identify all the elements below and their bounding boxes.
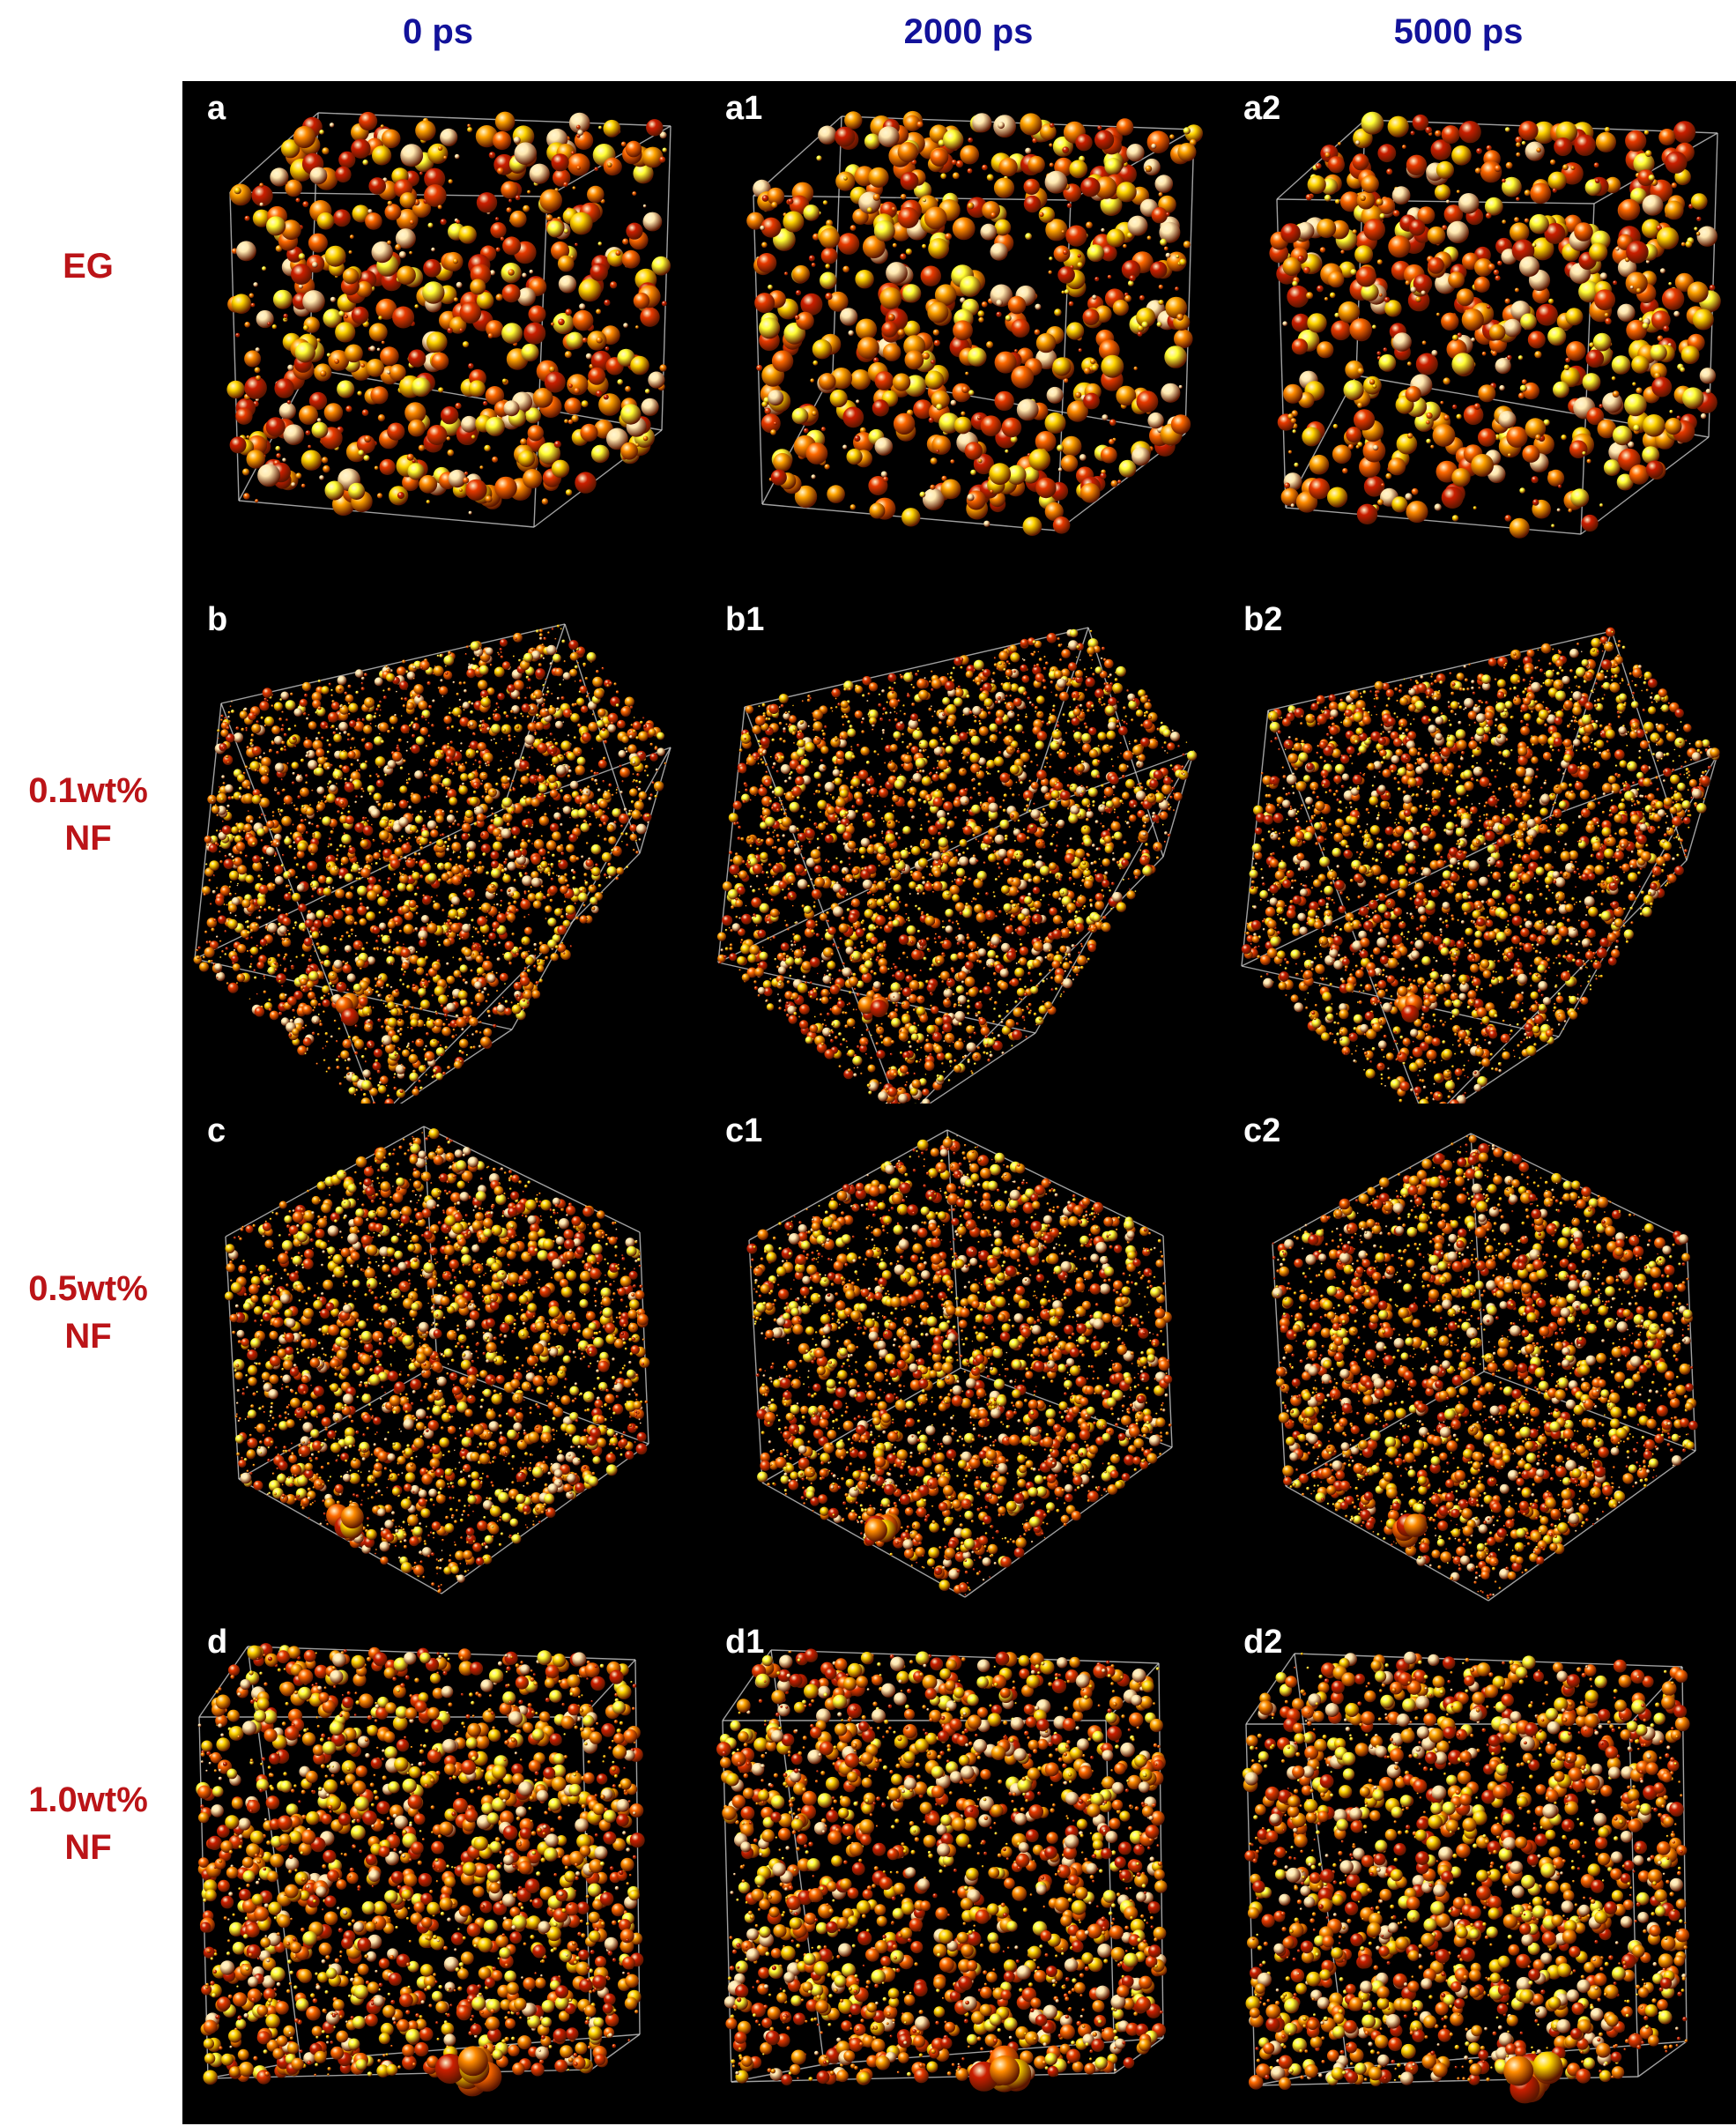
nanoparticle-cluster <box>1503 2052 1563 2104</box>
panel-b2: b2 <box>1219 592 1736 1104</box>
box-edge <box>1286 1486 1488 1601</box>
panel-a1: a1 <box>701 81 1219 592</box>
box-edge <box>749 1240 762 1483</box>
panel-label-c: c <box>207 1112 226 1150</box>
box-edge <box>226 1237 239 1479</box>
molecular-box-a <box>182 81 701 592</box>
panel-label-d: d <box>207 1624 227 1661</box>
atoms-cloud <box>225 1128 649 1594</box>
molecular-box-d2 <box>1219 1615 1736 2126</box>
molecular-box-b <box>182 592 701 1104</box>
atoms-cloud <box>1272 1135 1698 1600</box>
panel-label-a1: a1 <box>725 90 762 128</box>
column-header-2000ps: 2000 ps <box>783 12 1154 52</box>
molecular-box-a2 <box>1219 81 1736 592</box>
simulation-panel-grid: a a1 a2 b b1 b2 c c1 c2 d d1 d2 <box>182 81 1736 2124</box>
molecular-box-c <box>182 1104 701 1615</box>
row-header-0-5wt-nf: 0.5wt% NF <box>0 1265 176 1360</box>
atoms-cloud <box>1242 628 1720 1104</box>
box-edge <box>753 196 762 504</box>
box-edge <box>230 192 239 501</box>
box-edge <box>965 1447 1172 1597</box>
molecular-box-a1 <box>701 81 1219 592</box>
panel-label-a: a <box>207 90 226 128</box>
panel-label-b: b <box>207 601 227 639</box>
panel-b: b <box>182 592 701 1104</box>
atoms-cloud <box>746 1135 1172 1596</box>
row-header-0-5wt-line1: 0.5wt% <box>0 1265 176 1312</box>
molecular-box-b2 <box>1219 592 1736 1104</box>
nanoparticle-cluster <box>326 1504 364 1538</box>
atoms-cloud <box>717 629 1197 1104</box>
panel-d1: d1 <box>701 1615 1219 2126</box>
molecular-box-b1 <box>701 592 1219 1104</box>
atoms-cloud <box>226 112 671 517</box>
panel-label-a2: a2 <box>1243 90 1280 128</box>
panel-a2: a2 <box>1219 81 1736 592</box>
panel-label-c1: c1 <box>725 1112 762 1150</box>
atoms-cloud <box>746 111 1203 536</box>
box-edge <box>1687 1239 1695 1451</box>
atoms-cloud <box>196 1643 645 2085</box>
panel-label-d1: d1 <box>725 1624 764 1661</box>
atoms-cloud <box>1243 1652 1690 2090</box>
panel-label-b2: b2 <box>1243 601 1282 639</box>
panel-label-d2: d2 <box>1243 1624 1282 1661</box>
atoms-cloud <box>716 1649 1168 2085</box>
box-edge <box>1185 130 1194 434</box>
molecular-box-c2 <box>1219 1104 1736 1615</box>
panel-a: a <box>182 81 701 592</box>
row-header-0-1wt-line1: 0.1wt% <box>0 767 176 814</box>
box-edge <box>1163 1236 1172 1447</box>
molecular-box-d1 <box>701 1615 1219 2126</box>
box-edge <box>771 1650 1159 1663</box>
row-header-1-0wt-line1: 1.0wt% <box>0 1776 176 1824</box>
column-header-0ps: 0 ps <box>253 12 623 52</box>
panel-c1: c1 <box>701 1104 1219 1615</box>
panel-c: c <box>182 1104 701 1615</box>
column-header-5000ps: 5000 ps <box>1273 12 1643 52</box>
panel-d2: d2 <box>1219 1615 1736 2126</box>
panel-b1: b1 <box>701 592 1219 1104</box>
box-edge <box>903 857 1163 1104</box>
row-header-0-1wt-line2: NF <box>0 814 176 862</box>
molecular-box-d <box>182 1615 701 2126</box>
panel-label-b1: b1 <box>725 601 764 639</box>
box-edge <box>1272 1244 1286 1486</box>
row-header-0-1wt-nf: 0.1wt% NF <box>0 767 176 862</box>
nanoparticle-cluster <box>1398 994 1423 1022</box>
row-header-1-0wt-nf: 1.0wt% NF <box>0 1776 176 1871</box>
row-header-eg: EG <box>0 242 176 290</box>
row-header-eg-line1: EG <box>0 242 176 290</box>
atoms-cloud <box>194 625 667 1104</box>
box-edge <box>1638 2041 1687 2077</box>
molecular-box-c1 <box>701 1104 1219 1615</box>
atoms-cloud <box>1269 112 1720 539</box>
panel-d: d <box>182 1615 701 2126</box>
panel-label-c2: c2 <box>1243 1112 1280 1150</box>
row-header-1-0wt-line2: NF <box>0 1824 176 1871</box>
row-header-0-5wt-line2: NF <box>0 1312 176 1360</box>
panel-c2: c2 <box>1219 1104 1736 1615</box>
box-edge <box>718 707 745 963</box>
box-edge <box>762 1483 965 1597</box>
